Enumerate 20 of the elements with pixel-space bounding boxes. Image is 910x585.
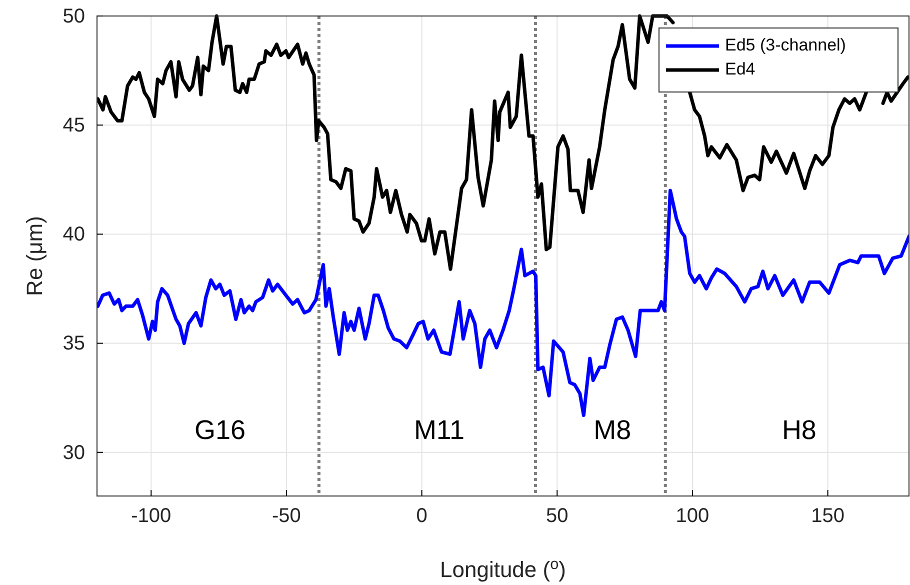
x-tick-label: 0 xyxy=(416,505,428,528)
legend-label: Ed4 xyxy=(725,59,756,78)
y-axis-title: Re (μm) xyxy=(22,216,47,296)
annotation: M8 xyxy=(594,415,632,446)
x-tick-label: -100 xyxy=(131,505,172,528)
x-tick-label: 100 xyxy=(676,505,710,528)
x-tick-label: -50 xyxy=(272,505,301,528)
annotation: M11 xyxy=(414,415,464,446)
x-tick-label: 50 xyxy=(546,505,568,528)
annotation: G16 xyxy=(194,415,246,446)
y-tick-label: 45 xyxy=(62,114,85,136)
y-tick-label: 30 xyxy=(62,442,85,464)
legend-label: Ed5 (3-channel) xyxy=(725,35,846,54)
x-tick-label: 150 xyxy=(811,505,844,528)
y-tick-label: 35 xyxy=(62,332,85,355)
y-tick-label: 40 xyxy=(62,224,85,246)
x-axis-title: Longitude ($^{o}$) xyxy=(440,556,566,582)
line-series xyxy=(97,188,909,418)
annotation: H8 xyxy=(782,415,816,446)
y-tick-label: 50 xyxy=(62,5,85,28)
